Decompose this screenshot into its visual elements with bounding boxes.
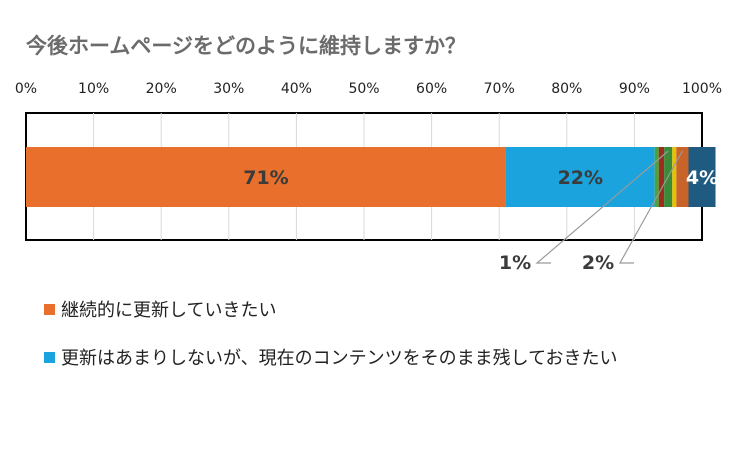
leader-line bbox=[535, 150, 669, 264]
tick-label: 90% bbox=[619, 81, 650, 97]
data-label: 2% bbox=[582, 252, 614, 274]
data-label: 71% bbox=[243, 167, 288, 189]
bar-segment bbox=[676, 147, 689, 207]
legend-item-continue: 継続的に更新していきたい bbox=[44, 296, 276, 322]
tick-label: 40% bbox=[281, 81, 312, 97]
data-label: 22% bbox=[558, 167, 603, 189]
tick-label: 0% bbox=[15, 81, 37, 97]
tick-label: 100% bbox=[682, 81, 722, 97]
legend-label: 更新はあまりしないが、現在のコンテンツをそのまま残しておきたい bbox=[61, 348, 618, 369]
tick-label: 60% bbox=[416, 81, 447, 97]
bar-segment bbox=[672, 147, 677, 207]
data-label: 4% bbox=[686, 167, 718, 189]
leader-line bbox=[618, 150, 683, 264]
bar-segment bbox=[505, 147, 655, 207]
legend-swatch bbox=[44, 303, 55, 315]
tick-label: 80% bbox=[551, 81, 582, 97]
data-label: 1% bbox=[499, 252, 531, 274]
tick-label: 50% bbox=[348, 81, 379, 97]
bar-segment bbox=[26, 147, 506, 207]
bar-segment bbox=[688, 147, 716, 207]
legend-swatch bbox=[44, 351, 55, 363]
legend-label: 継続的に更新していきたい bbox=[61, 300, 277, 321]
chart-title: 今後ホームページをどのように維持しますか？ bbox=[26, 34, 466, 58]
tick-label: 10% bbox=[78, 81, 109, 97]
legend-item-keep: 更新はあまりしないが、現在のコンテンツをそのまま残しておきたい bbox=[44, 344, 618, 370]
tick-label: 30% bbox=[213, 81, 244, 97]
tick-label: 20% bbox=[146, 81, 177, 97]
tick-label: 70% bbox=[484, 81, 515, 97]
bar-segment bbox=[658, 147, 665, 207]
bar-segment bbox=[654, 147, 659, 207]
